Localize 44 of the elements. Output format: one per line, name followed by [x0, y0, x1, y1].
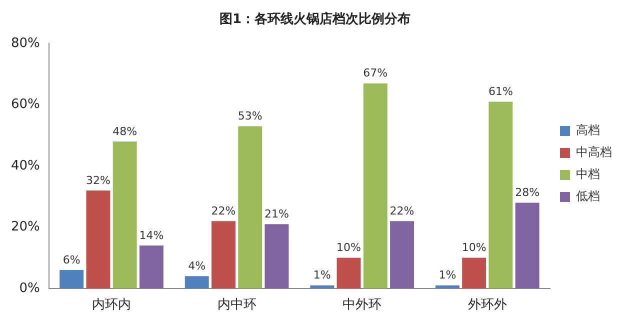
data-label: 1% — [438, 268, 456, 282]
y-tick-label: 40% — [10, 158, 40, 174]
data-label: 28% — [515, 186, 540, 200]
bar — [86, 190, 110, 288]
data-label: 4% — [188, 260, 206, 273]
data-label: 10% — [462, 241, 486, 254]
x-tick-label: 内环内 — [92, 298, 132, 313]
legend-label: 中高档 — [576, 145, 612, 160]
data-label: 48% — [112, 124, 138, 138]
data-label: 6% — [62, 253, 80, 266]
chart-title: 图1：各环线火锅店档次比例分布 — [219, 11, 411, 28]
bar — [139, 246, 164, 288]
data-label: 22% — [211, 204, 236, 218]
data-label: 21% — [264, 208, 289, 220]
bar — [462, 258, 486, 288]
bar — [264, 224, 289, 288]
bar — [515, 202, 540, 288]
bar — [238, 126, 262, 288]
y-tick-label: 20% — [10, 220, 40, 235]
data-label: 22% — [390, 204, 414, 218]
bar — [112, 142, 137, 288]
y-tick-label: 80% — [10, 36, 40, 51]
bar — [184, 276, 209, 288]
bar — [363, 83, 388, 288]
bar — [60, 270, 84, 288]
bar — [336, 258, 361, 288]
y-tick-label: 60% — [10, 97, 40, 112]
legend-label: 高档 — [576, 123, 600, 138]
data-label: 67% — [363, 66, 388, 80]
data-label: 10% — [336, 241, 361, 254]
data-label: 32% — [86, 174, 110, 187]
y-tick-label: 0% — [19, 280, 40, 296]
data-label: 14% — [139, 228, 164, 242]
legend-label: 中档 — [576, 167, 600, 182]
data-label: 61% — [488, 85, 513, 98]
x-tick-label: 外环外 — [468, 298, 507, 313]
data-label: 1% — [313, 268, 331, 282]
bar — [390, 221, 414, 288]
legend-label: 低档 — [576, 189, 600, 204]
bar — [212, 221, 236, 288]
bar — [488, 102, 513, 288]
x-tick-label: 内中环 — [217, 298, 256, 313]
data-label: 53% — [238, 110, 262, 123]
x-tick-label: 中外环 — [342, 298, 382, 313]
